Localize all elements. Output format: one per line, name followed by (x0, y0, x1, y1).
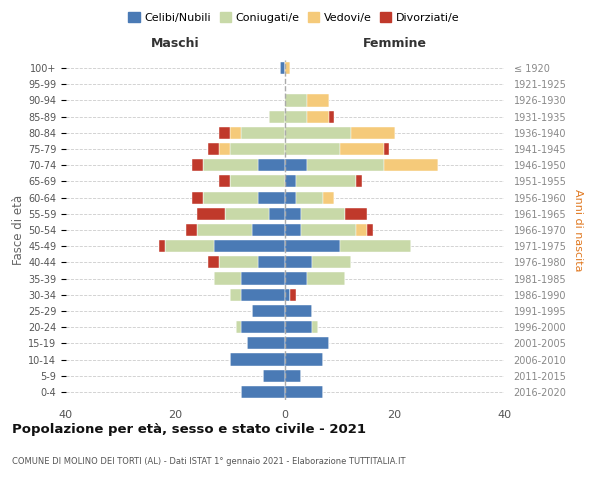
Bar (257, 192, 285, 203)
Bar (187, 224, 197, 236)
Bar (230, 288, 241, 301)
Bar (285, 176, 296, 188)
Bar (269, 110, 285, 122)
Bar (220, 256, 257, 268)
Y-axis label: Fasce di età: Fasce di età (12, 195, 25, 265)
Bar (285, 159, 307, 172)
Bar (220, 176, 230, 188)
Bar (301, 208, 345, 220)
Bar (313, 321, 318, 333)
Bar (285, 110, 307, 122)
Bar (241, 272, 285, 284)
Bar (285, 127, 351, 139)
Bar (285, 62, 290, 74)
Bar (285, 192, 296, 203)
Bar (220, 127, 230, 139)
Bar (214, 272, 241, 284)
Bar (367, 224, 373, 236)
Bar (203, 192, 257, 203)
Bar (383, 143, 389, 155)
Bar (285, 272, 307, 284)
Bar (285, 305, 313, 317)
Bar (257, 256, 285, 268)
Bar (285, 208, 301, 220)
Bar (285, 354, 323, 366)
Bar (296, 192, 323, 203)
Bar (296, 176, 356, 188)
Bar (307, 94, 329, 106)
Bar (285, 94, 307, 106)
Bar (230, 176, 285, 188)
Bar (285, 386, 323, 398)
Bar (307, 272, 345, 284)
Bar (280, 62, 285, 74)
Bar (230, 354, 285, 366)
Bar (192, 159, 203, 172)
Bar (252, 224, 285, 236)
Bar (285, 224, 301, 236)
Bar (164, 240, 214, 252)
Bar (208, 143, 220, 155)
Y-axis label: Anni di nascita: Anni di nascita (573, 188, 583, 271)
Bar (241, 386, 285, 398)
Bar (301, 224, 356, 236)
Bar (285, 370, 301, 382)
Bar (269, 208, 285, 220)
Bar (285, 288, 290, 301)
Bar (192, 192, 203, 203)
Bar (323, 192, 334, 203)
Bar (230, 127, 241, 139)
Bar (247, 338, 285, 349)
Bar (345, 208, 367, 220)
Bar (208, 256, 220, 268)
Bar (356, 224, 367, 236)
Bar (340, 240, 411, 252)
Legend: Celibi/Nubili, Coniugati/e, Vedovi/e, Divorziati/e: Celibi/Nubili, Coniugati/e, Vedovi/e, Di… (124, 8, 464, 28)
Text: Popolazione per età, sesso e stato civile - 2021: Popolazione per età, sesso e stato civil… (12, 422, 366, 436)
Bar (214, 240, 285, 252)
Text: COMUNE DI MOLINO DEI TORTI (AL) - Dati ISTAT 1° gennaio 2021 - Elaborazione TUTT: COMUNE DI MOLINO DEI TORTI (AL) - Dati I… (12, 458, 406, 466)
Bar (263, 370, 285, 382)
Bar (241, 321, 285, 333)
Bar (307, 159, 383, 172)
Bar (225, 208, 269, 220)
Bar (241, 127, 285, 139)
Bar (197, 208, 225, 220)
Bar (351, 127, 395, 139)
Bar (257, 159, 285, 172)
Bar (383, 159, 438, 172)
Bar (285, 321, 313, 333)
Bar (329, 110, 334, 122)
Bar (203, 159, 257, 172)
Bar (285, 256, 313, 268)
Bar (290, 288, 296, 301)
Bar (197, 224, 252, 236)
Text: Femmine: Femmine (362, 38, 427, 51)
Bar (230, 143, 285, 155)
Bar (285, 240, 340, 252)
Bar (285, 143, 340, 155)
Text: Maschi: Maschi (151, 38, 200, 51)
Bar (313, 256, 350, 268)
Bar (236, 321, 241, 333)
Bar (340, 143, 383, 155)
Bar (285, 338, 329, 349)
Bar (220, 143, 230, 155)
Bar (307, 110, 329, 122)
Bar (252, 305, 285, 317)
Bar (241, 288, 285, 301)
Bar (159, 240, 164, 252)
Bar (356, 176, 362, 188)
